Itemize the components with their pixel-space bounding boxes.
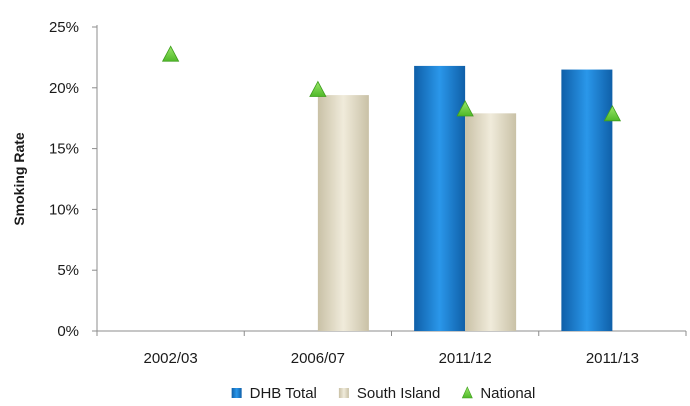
bar-dhb-total — [414, 65, 466, 332]
legend-swatch-south-island — [338, 388, 349, 398]
bar-dhb-total — [561, 69, 613, 331]
x-tick-label: 2011/12 — [439, 350, 492, 367]
y-tick-label: 25% — [49, 19, 79, 36]
x-tick-label: 2002/03 — [144, 350, 198, 367]
x-tick-label: 2011/13 — [586, 350, 639, 367]
legend-label: DHB Total — [250, 385, 317, 402]
y-axis-title: Smoking Rate — [11, 132, 27, 226]
y-tick-label: 15% — [49, 141, 79, 158]
legend-swatch-national — [461, 386, 473, 399]
y-tick-label: 20% — [49, 80, 79, 97]
marker-national — [161, 45, 180, 62]
x-tick-label: 2006/07 — [291, 350, 345, 367]
legend-label: South Island — [357, 385, 440, 402]
legend: DHB Total South Island National — [231, 385, 535, 402]
y-tick-label: 5% — [57, 262, 79, 279]
plot-area: 0% 5% 10% 15% 20% 25% 2002/03 2006/07 2011/12 201… — [11, 19, 687, 367]
legend-label: National — [480, 385, 535, 402]
marker-national — [456, 100, 474, 117]
bar-south-island — [465, 113, 517, 331]
y-tick-label: 10% — [49, 201, 79, 218]
marker-national — [603, 104, 622, 122]
legend-swatch-dhb-total — [231, 388, 242, 398]
y-tick-label: 0% — [57, 323, 79, 340]
bar-south-island — [317, 95, 369, 331]
marker-national — [309, 80, 327, 97]
